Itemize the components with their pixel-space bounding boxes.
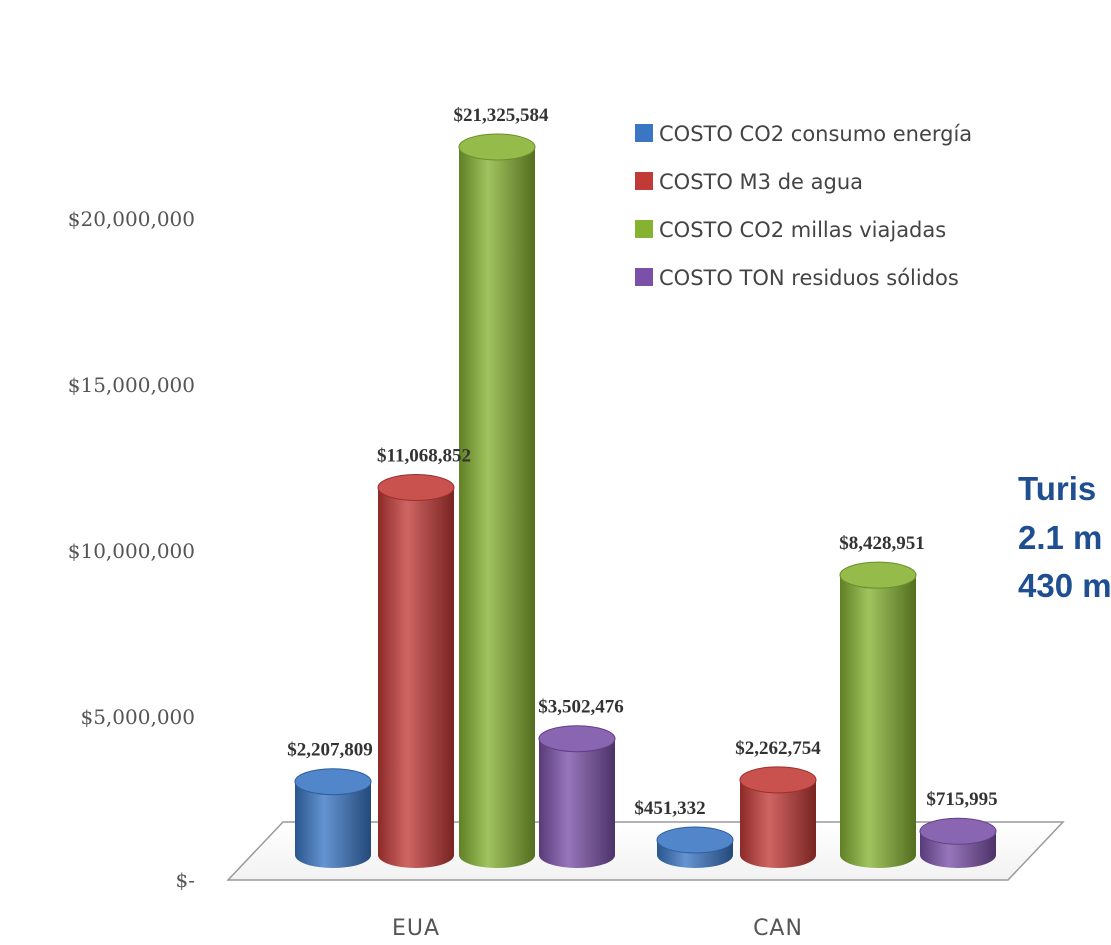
bar xyxy=(839,561,917,868)
y-tick-label: $20,000,000 xyxy=(68,207,195,231)
bar xyxy=(294,768,372,868)
legend-swatch xyxy=(635,124,653,142)
annotation-line: Turis xyxy=(1018,470,1096,507)
data-label: $715,995 xyxy=(926,789,997,810)
bar xyxy=(656,826,734,868)
legend-label: COSTO TON residuos sólidos xyxy=(659,266,959,290)
data-label: $2,207,809 xyxy=(287,740,373,761)
y-tick-label: $15,000,000 xyxy=(68,373,195,397)
annotation-line: 2.1 m xyxy=(1018,519,1102,556)
x-category-label: CAN xyxy=(753,916,803,941)
y-tick-label: $10,000,000 xyxy=(68,539,195,563)
data-label: $8,428,951 xyxy=(839,533,925,554)
legend-label: COSTO M3 de agua xyxy=(659,170,863,194)
bar xyxy=(538,725,616,868)
data-label: $451,332 xyxy=(634,798,705,819)
y-tick-label: $5,000,000 xyxy=(80,705,195,729)
legend-swatch xyxy=(635,268,653,286)
legend-swatch xyxy=(635,220,653,238)
bar xyxy=(739,766,817,868)
annotation-line: 430 m xyxy=(1018,567,1111,604)
bar xyxy=(458,133,536,869)
bar xyxy=(919,817,997,868)
legend-swatch xyxy=(635,172,653,190)
bar xyxy=(377,474,455,868)
data-label: $2,262,754 xyxy=(735,738,821,759)
x-category-label: EUA xyxy=(392,916,440,941)
data-label: $3,502,476 xyxy=(538,697,624,718)
y-tick-label: $- xyxy=(176,868,195,892)
legend-label: COSTO CO2 consumo energía xyxy=(659,122,972,146)
data-label: $11,068,852 xyxy=(377,446,471,467)
data-label: $21,325,584 xyxy=(454,105,550,126)
legend-label: COSTO CO2 millas viajadas xyxy=(659,218,946,242)
